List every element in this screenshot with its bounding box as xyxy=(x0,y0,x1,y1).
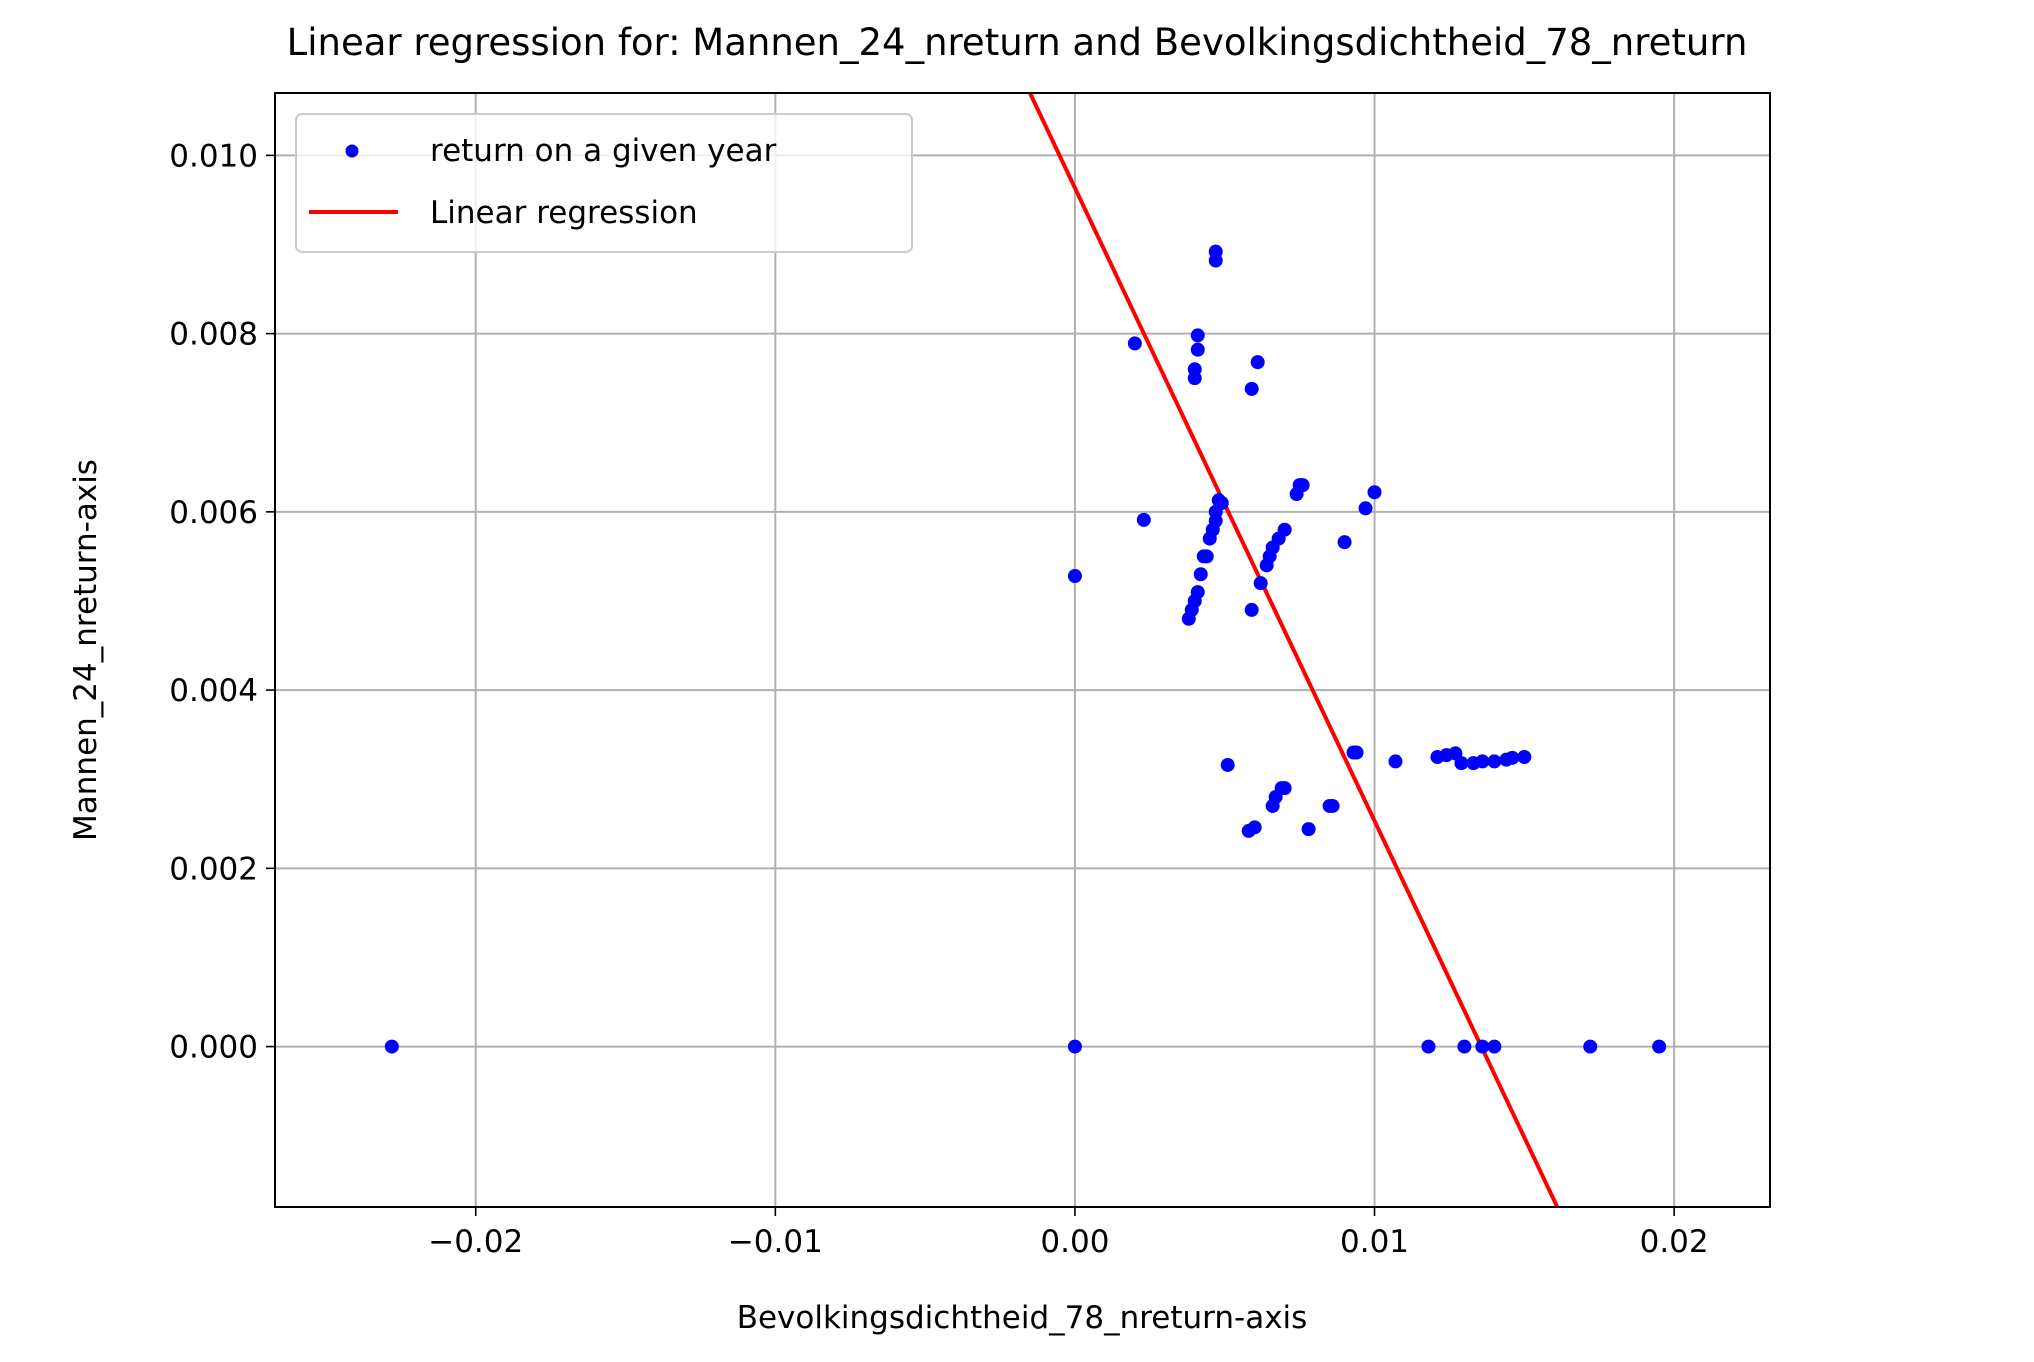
legend-label-scatter: return on a given year xyxy=(430,133,777,169)
x-axis-ticks: −0.02 −0.01 0.00 0.01 0.02 xyxy=(428,1207,1709,1260)
data-point xyxy=(1475,1039,1490,1054)
data-point xyxy=(1421,1039,1436,1054)
x-tick-label: 0.01 xyxy=(1340,1224,1409,1260)
data-point xyxy=(1652,1039,1667,1054)
legend-marker-scatter xyxy=(345,144,359,158)
data-point xyxy=(1067,569,1082,584)
legend-label-line: Linear regression xyxy=(430,195,698,231)
data-point xyxy=(1457,1039,1472,1054)
data-point xyxy=(1253,576,1268,591)
data-point xyxy=(1193,567,1208,582)
legend: return on a given year Linear regression xyxy=(295,113,913,253)
data-point xyxy=(1244,602,1259,617)
legend-box xyxy=(295,113,913,253)
data-point xyxy=(1583,1039,1598,1054)
y-tick-label: 0.000 xyxy=(169,1030,258,1066)
data-point xyxy=(1487,1039,1502,1054)
data-point xyxy=(1187,371,1202,386)
data-point xyxy=(1349,745,1364,760)
scatter-points xyxy=(384,244,1667,1054)
y-tick-label: 0.010 xyxy=(169,138,258,174)
data-point xyxy=(1475,754,1490,769)
chart-title: Linear regression for: Mannen_24_nreturn… xyxy=(287,21,1748,64)
data-point xyxy=(1454,756,1469,771)
data-point xyxy=(1244,381,1259,396)
data-point xyxy=(1127,336,1142,351)
x-tick-label: −0.02 xyxy=(428,1224,523,1260)
data-point xyxy=(1067,1039,1082,1054)
data-point xyxy=(1337,535,1352,550)
x-tick-label: −0.01 xyxy=(728,1224,823,1260)
data-point xyxy=(1358,501,1373,516)
plot-frame xyxy=(274,92,1771,1208)
x-axis-label: Bevolkingsdichtheid_78_nreturn-axis xyxy=(737,1300,1308,1336)
regression-line xyxy=(1028,93,1560,1207)
data-point xyxy=(1220,757,1235,772)
data-point xyxy=(1190,328,1205,343)
data-point xyxy=(1325,798,1340,813)
data-point xyxy=(1277,781,1292,796)
y-tick-label: 0.004 xyxy=(169,673,258,709)
data-point xyxy=(1208,253,1223,268)
data-point xyxy=(1202,531,1217,546)
regression-line-layer xyxy=(1028,93,1560,1207)
data-point xyxy=(1181,611,1196,626)
data-point xyxy=(1190,342,1205,357)
grid xyxy=(275,93,1770,1207)
y-axis-ticks: 0.000 0.002 0.004 0.006 0.008 0.010 xyxy=(169,138,275,1066)
data-point xyxy=(1367,485,1382,500)
y-tick-label: 0.002 xyxy=(169,851,258,887)
data-point xyxy=(1277,522,1292,537)
x-tick-label: 0.00 xyxy=(1040,1224,1109,1260)
data-point xyxy=(1250,355,1265,370)
data-point xyxy=(1487,754,1502,769)
data-point xyxy=(1136,512,1151,527)
y-tick-label: 0.008 xyxy=(169,317,258,353)
data-point xyxy=(1301,822,1316,837)
data-point xyxy=(1517,749,1532,764)
y-axis-label: Mannen_24_nreturn-axis xyxy=(68,459,104,841)
data-point xyxy=(1388,754,1403,769)
data-point xyxy=(1196,549,1211,564)
data-point xyxy=(1247,820,1262,835)
x-tick-label: 0.02 xyxy=(1640,1224,1709,1260)
data-point xyxy=(1295,478,1310,493)
y-tick-label: 0.006 xyxy=(169,495,258,531)
data-point xyxy=(1505,750,1520,765)
data-point xyxy=(384,1039,399,1054)
